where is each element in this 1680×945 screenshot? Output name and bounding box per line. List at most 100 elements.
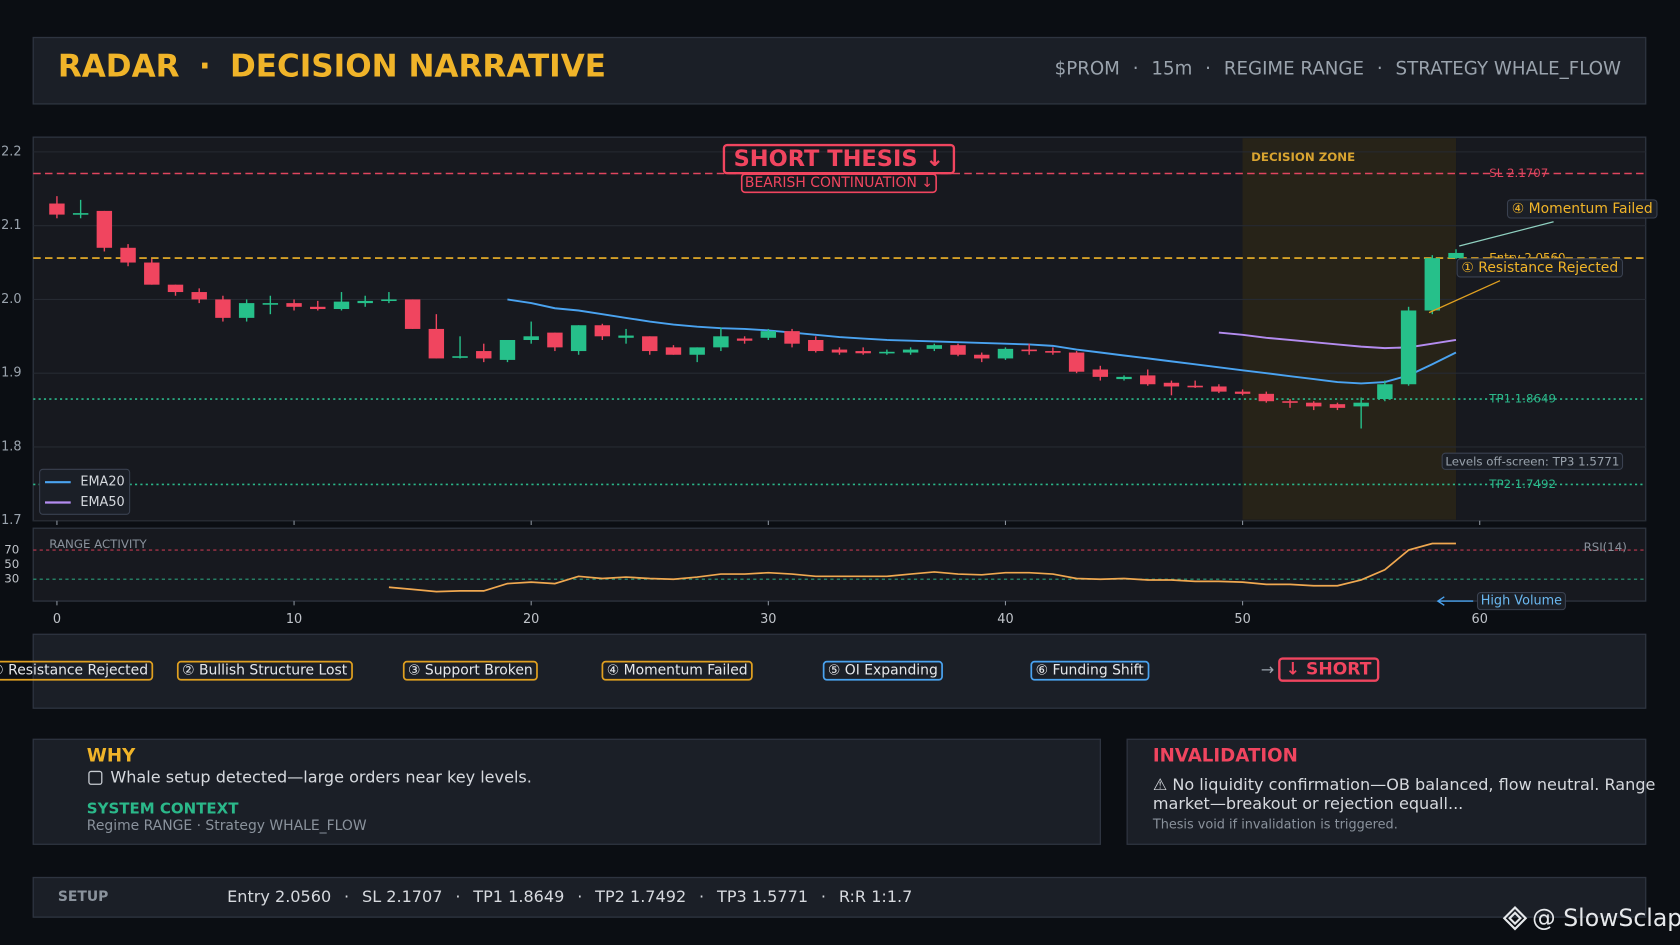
setup-items-item: R:R 1:1.7: [839, 886, 913, 905]
candle-body: [1068, 352, 1085, 372]
candle-body: [997, 348, 1014, 359]
pipeline-step: ① Resistance Rejected: [0, 663, 148, 679]
candle-body: [1282, 401, 1298, 403]
decision-zone: [1242, 138, 1457, 520]
pipeline-step: ⑤ OI Expanding: [828, 663, 938, 679]
thesis-subtitle: BEARISH CONTINUATION ↓: [745, 175, 933, 191]
pipeline-step-box: [0, 660, 154, 681]
rsi-line: [388, 542, 1456, 593]
candle-body: [1306, 402, 1322, 407]
x-tick-label: 20: [523, 612, 539, 627]
candle-body: [238, 303, 255, 318]
candle-body: [96, 210, 113, 248]
x-tick-label: 60: [1472, 612, 1488, 627]
why-text: Whale setup detected—large orders near k…: [110, 767, 532, 786]
separator: ·: [699, 886, 704, 905]
level-label: SL 2.1707: [1489, 166, 1548, 180]
candle-body: [1140, 375, 1156, 385]
pipeline-step: ④ Momentum Failed: [607, 663, 748, 679]
candle-body: [1258, 393, 1275, 402]
candle-body: [618, 335, 634, 338]
candle-body: [689, 347, 705, 355]
separator: ·: [199, 49, 211, 85]
pipeline-step: ② Bullish Structure Lost: [182, 663, 348, 679]
header-panel: [32, 36, 1647, 105]
rsi-title: RANGE ACTIVITY: [49, 537, 147, 551]
candle-body: [1116, 376, 1132, 380]
candle-body: [1329, 404, 1346, 408]
candle-body: [1234, 391, 1251, 394]
series-label: RSI(14): [1584, 540, 1627, 554]
y-tick-label: 1.7: [1, 513, 21, 528]
x-tick-label: 50: [1234, 612, 1250, 627]
candle-body: [902, 349, 919, 353]
candle-body: [167, 284, 184, 293]
candle-body: [404, 299, 421, 329]
ema-line: [1218, 331, 1457, 350]
y-tick-label: 2.2: [1, 144, 21, 159]
candle-body: [950, 345, 966, 355]
level-label: TP1 1.8649: [1488, 392, 1556, 406]
candle-body: [974, 354, 990, 359]
candle-body: [49, 203, 65, 215]
x-tick-label: 40: [997, 612, 1013, 627]
why-panel: [32, 738, 1101, 845]
y-tick-label: 70: [4, 543, 19, 557]
annotation: ① Resistance Rejected: [1461, 260, 1618, 276]
invalidation-note: Thesis void if invalidation is triggered…: [1152, 818, 1398, 833]
setup-items-item: TP1 1.8649: [472, 886, 564, 905]
candle-body: [120, 247, 136, 263]
invalidation-title: INVALIDATION: [1153, 745, 1298, 766]
watermark: @ SlowSclap: [1532, 904, 1680, 932]
pipeline-step: ⑥ Funding Shift: [1036, 663, 1145, 679]
candle-body: [72, 213, 89, 215]
pipeline-arrow: →: [1261, 660, 1274, 679]
x-tick-label: 10: [286, 612, 302, 627]
y-tick-label: 1.8: [1, 439, 21, 454]
pipeline-step-box: [1030, 660, 1150, 681]
watermark-icon: [1502, 905, 1528, 931]
thesis-subtitle-box: [740, 173, 937, 194]
candle-body: [736, 338, 753, 341]
y-tick-label: 30: [4, 572, 19, 586]
header-meta: $PROM · 15m · REGIME RANGE · STRATEGY WHALE_FL…: [1055, 59, 1621, 80]
setup-label: SETUP: [58, 889, 109, 905]
header-meta-item: REGIME RANGE: [1224, 59, 1364, 80]
annotation-box: [1506, 199, 1658, 219]
pipeline-step: ③ Support Broken: [408, 663, 533, 679]
annotation-box: [1456, 258, 1623, 278]
candle-body: [262, 303, 279, 305]
pipeline-step-box: [402, 660, 538, 681]
candle-body: [357, 300, 373, 304]
context-title: SYSTEM CONTEXT: [87, 799, 239, 817]
candle-body: [1211, 386, 1227, 392]
setup-items-item: TP2 1.7492: [594, 886, 686, 905]
candle-body: [310, 306, 326, 310]
why-title: WHY: [87, 745, 136, 766]
setup-items-item: Entry 2.0560: [227, 886, 331, 905]
invalidation-panel: [1126, 738, 1647, 845]
candle-body: [594, 325, 611, 337]
candle-body: [1377, 384, 1393, 400]
separator: ·: [1133, 59, 1139, 80]
rsi-annotation-box: [1476, 591, 1566, 611]
rsi-annotation: High Volume: [1481, 594, 1562, 609]
candle-body: [333, 301, 350, 310]
pipeline-step-box: [822, 660, 943, 681]
candle-body: [1353, 402, 1369, 407]
candle-body: [381, 299, 397, 302]
candle-body: [570, 325, 587, 352]
candle-body: [713, 336, 729, 348]
x-tick-label: 0: [53, 612, 61, 627]
y-tick-label: 2.1: [1, 218, 21, 233]
candle-body: [523, 336, 539, 340]
annotation: Levels off-screen: TP3 1.5771: [1445, 454, 1619, 468]
page-title: RADAR · DECISION NARRATIVE: [58, 49, 606, 85]
annotation-box: [1441, 452, 1624, 470]
thesis-title: SHORT THESIS ↓: [734, 146, 945, 172]
legend-label: EMA50: [80, 495, 124, 510]
separator: ·: [344, 886, 349, 905]
ema-line: [507, 298, 1457, 385]
candle-body: [808, 339, 824, 352]
